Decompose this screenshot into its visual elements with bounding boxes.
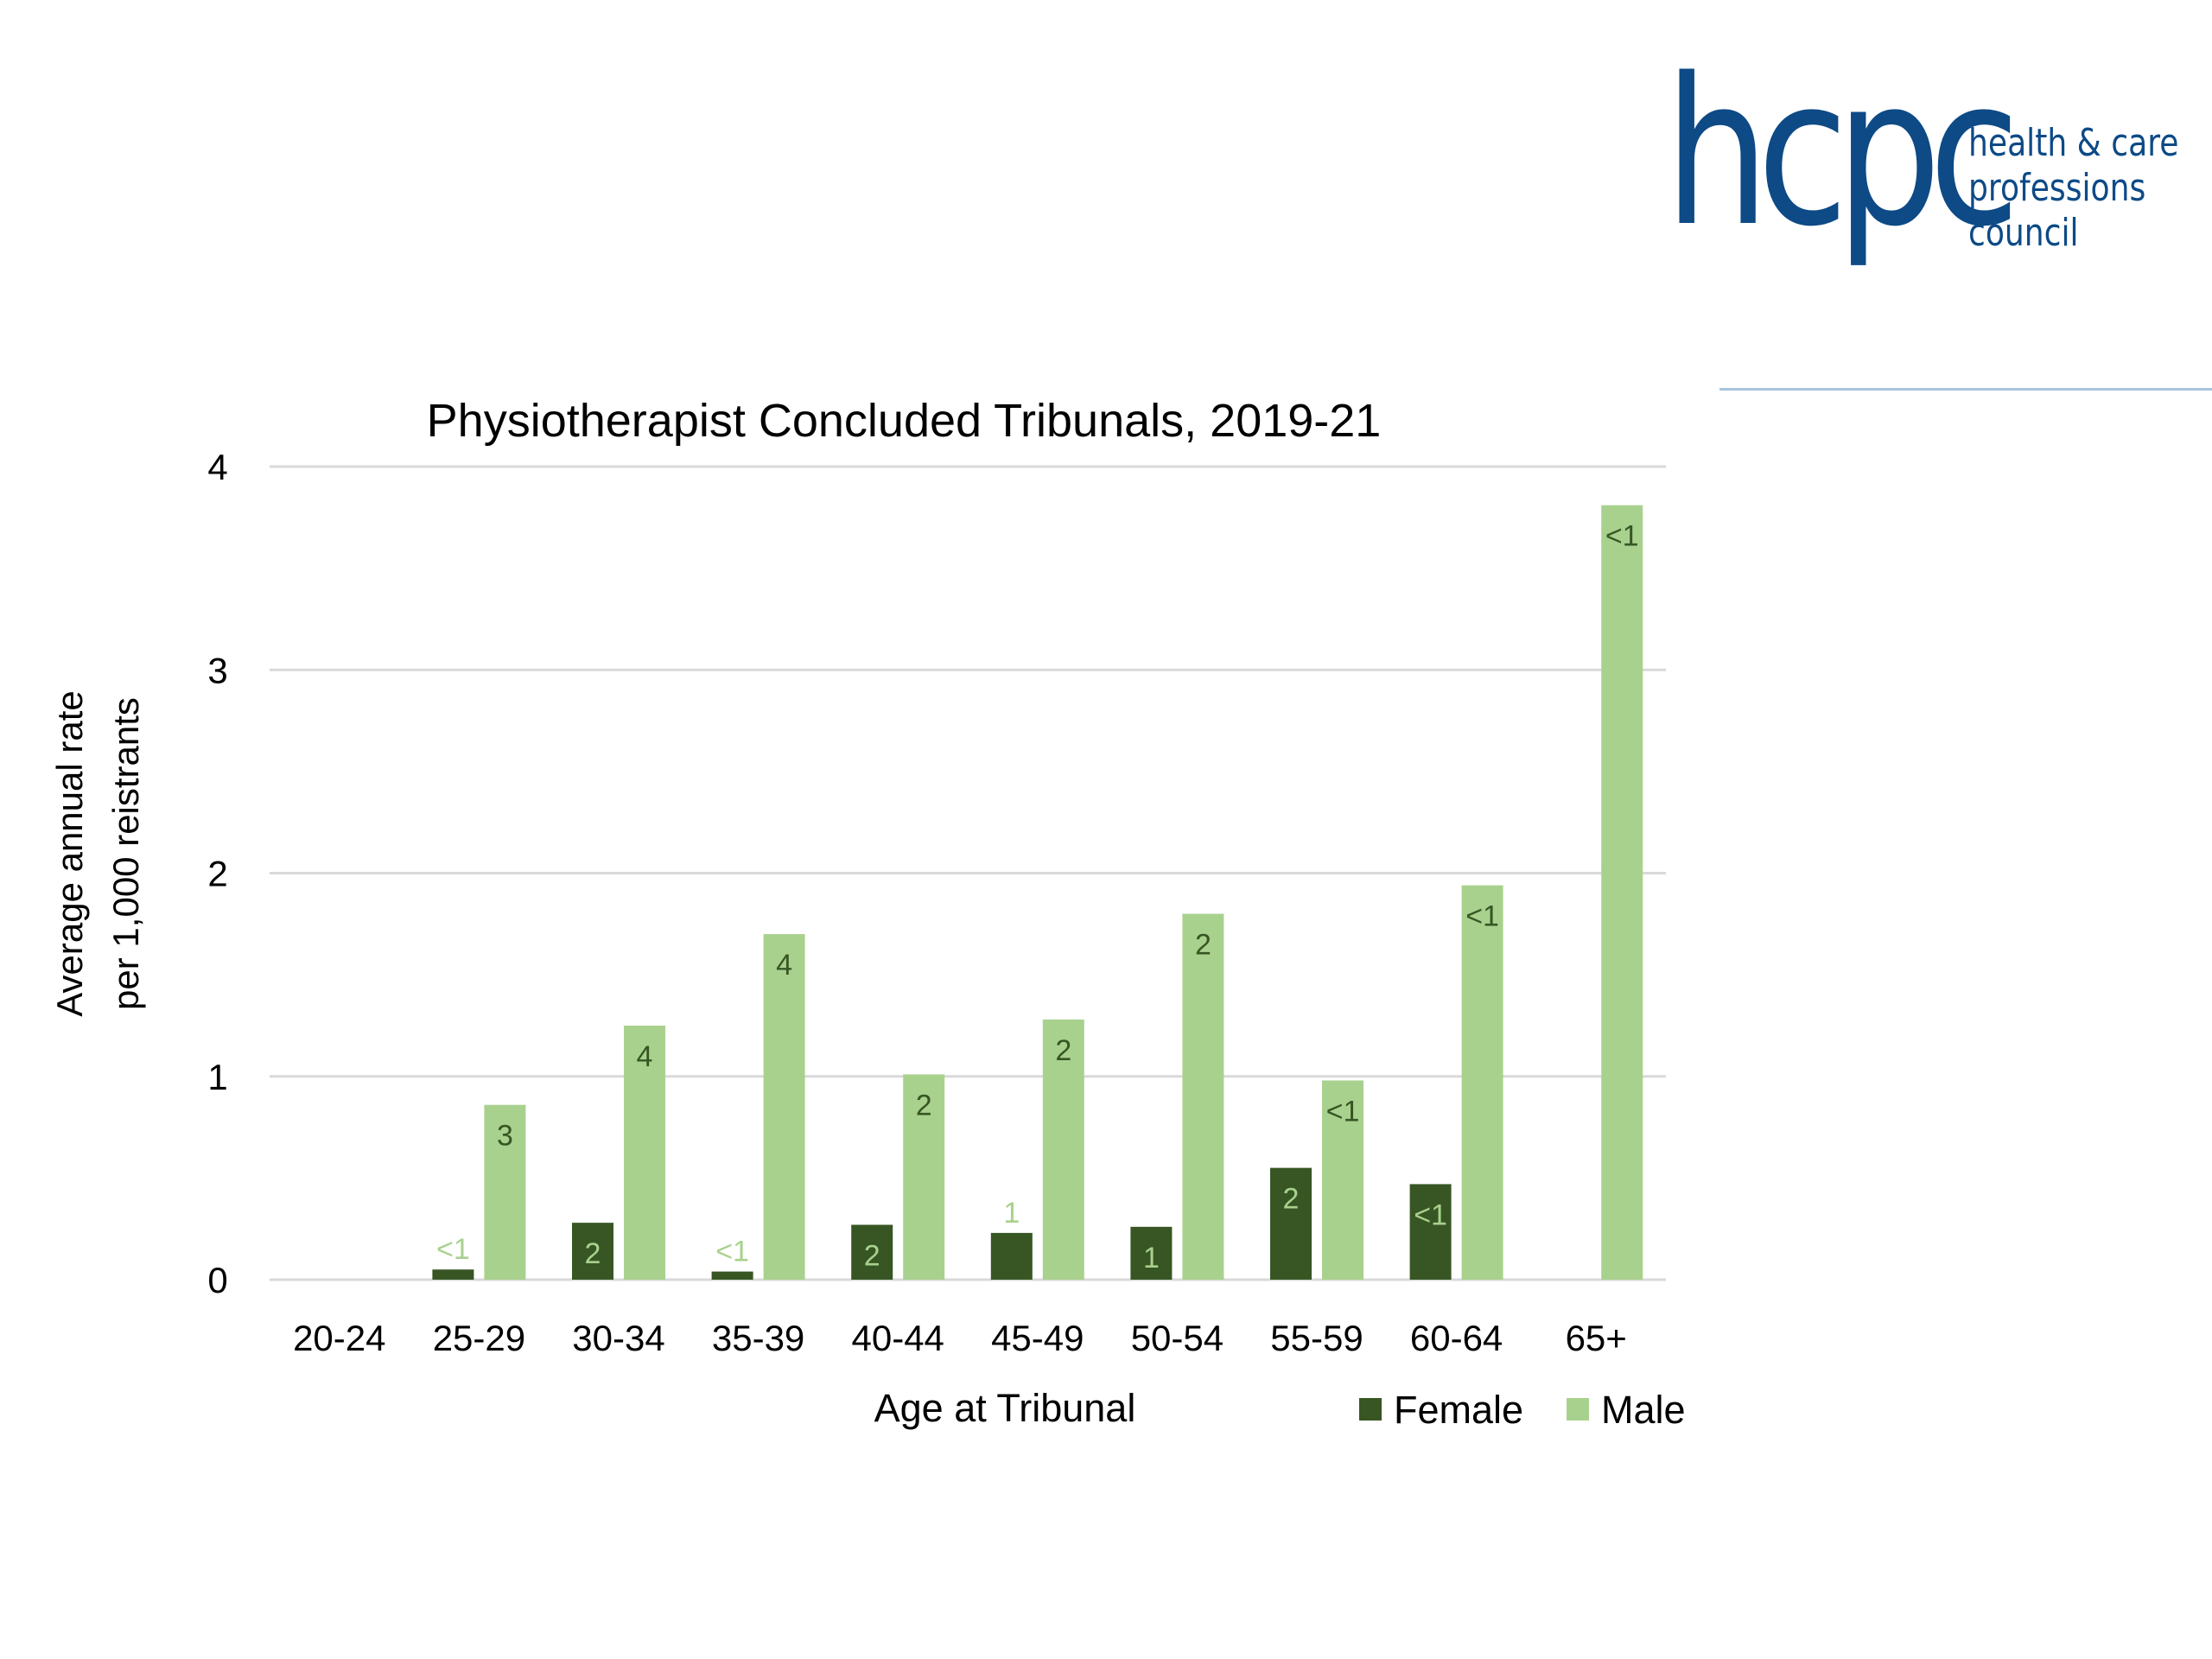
male-bar [1042,1019,1084,1280]
y-tick-label: 1 [207,1057,227,1097]
male-bar [903,1074,945,1280]
legend-swatch-female [1359,1398,1382,1421]
x-tick-label: 55-59 [1270,1318,1363,1358]
male-bar [763,934,805,1280]
hcpc-logo-wordmark: hcpc [1664,35,2020,271]
bars: <1 3 2 4 <1 4 2 2 1 2 1 2 2 <1 <1 <1 <1 [432,505,1643,1280]
data-label: 4 [637,1040,653,1073]
y-tick-label: 3 [207,650,227,690]
data-label: 1 [1003,1197,1020,1230]
legend-label-female: Female [1394,1388,1523,1432]
logo-sub-line-1: health & care [1968,121,2179,165]
chart-title: Physiotherapist Concluded Tribunals, 201… [427,395,1382,447]
x-tick-label: 40-44 [851,1318,944,1358]
female-bar [711,1271,753,1280]
x-tick-label: 30-34 [572,1318,664,1358]
data-label: <1 [436,1233,470,1266]
logo-sub-line-3: council [1968,211,2079,255]
female-bar [1130,1226,1173,1280]
data-label: 2 [1055,1034,1071,1067]
x-axis-ticks: 20-24 25-29 30-34 35-39 40-44 45-49 50-54 55-59… [293,1318,1627,1358]
y-axis-label-line-2: per 1,000 reistrants [105,697,146,1010]
female-bar [851,1224,893,1280]
x-tick-label: 25-29 [433,1318,525,1358]
male-bar [1182,913,1224,1280]
y-tick-label: 4 [207,447,227,487]
y-tick-label: 2 [207,854,227,894]
data-label: <1 [1465,900,1499,933]
legend-label-male: Male [1601,1388,1686,1432]
y-tick-label: 0 [207,1260,227,1300]
male-bar [1601,505,1643,1280]
data-label: <1 [715,1236,749,1268]
male-bar [484,1104,526,1280]
male-bar [1322,1080,1363,1280]
y-axis-ticks: 0 1 2 3 4 [207,447,227,1300]
data-label: 2 [916,1089,932,1122]
data-label: 2 [1195,929,1211,962]
gridlines [270,465,1666,1281]
y-axis-label-line-1: Average annual rate [49,690,90,1017]
x-tick-label: 35-39 [712,1318,804,1358]
data-label: <1 [1414,1198,1447,1231]
data-label: 1 [1143,1242,1160,1274]
x-tick-label: 20-24 [293,1318,385,1358]
female-bar [1409,1184,1452,1280]
male-bar [624,1025,665,1280]
legend: Female Male [1359,1388,1686,1432]
female-bar [990,1232,1033,1280]
male-bar [1461,885,1503,1280]
data-label: 4 [776,949,792,982]
female-bar [572,1223,613,1280]
data-label: 2 [1283,1183,1300,1216]
data-label: <1 [1605,520,1639,553]
header-divider [1719,388,2212,391]
data-label: <1 [1326,1095,1360,1128]
data-label: 2 [864,1239,880,1272]
x-tick-label: 45-49 [991,1318,1084,1358]
x-tick-label: 50-54 [1131,1318,1224,1358]
female-bar [432,1269,474,1280]
x-tick-label: 60-64 [1410,1318,1503,1358]
hcpc-logo-subtitle: health & care professions council [1968,121,2178,256]
legend-swatch-male [1567,1398,1589,1421]
logo-sub-line-2: professions [1968,166,2146,210]
data-label: 3 [497,1120,513,1153]
x-axis-label: Age at Tribunal [874,1386,1136,1430]
female-bar [1270,1167,1312,1280]
data-label: 2 [585,1237,601,1270]
x-tick-label: 65+ [1566,1318,1627,1358]
